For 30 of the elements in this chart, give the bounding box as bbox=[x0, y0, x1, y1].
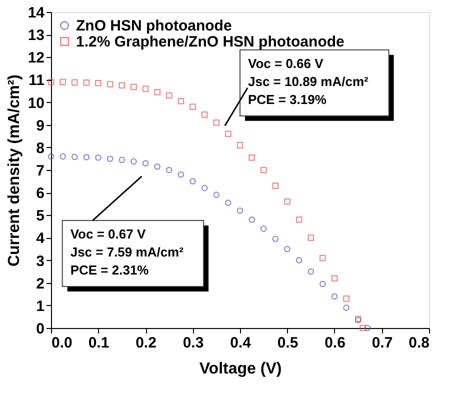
y-tick-label: 7 bbox=[36, 162, 44, 180]
y-tick-label: 11 bbox=[28, 72, 44, 90]
y-tick-label: 2 bbox=[36, 275, 44, 292]
y-tick-label: 0 bbox=[36, 320, 44, 338]
annotation: Voc = 0.67 V Jsc = 7.59 mA/cm² PCE = 2.31% bbox=[70, 226, 184, 278]
y-tick-label: 4 bbox=[36, 230, 46, 248]
y-tick-label: 14 bbox=[28, 4, 46, 22]
y-tick-label: 12 bbox=[28, 50, 44, 67]
x-tick-label: 0.4 bbox=[230, 334, 252, 352]
legend-label: ZnO HSN photoanode bbox=[76, 18, 232, 34]
y-tick-label: 9 bbox=[36, 117, 44, 134]
x-tick-label: 0.1 bbox=[88, 334, 110, 352]
x-tick-label: 0.8 bbox=[408, 334, 430, 352]
x-tick-label: 0.5 bbox=[277, 334, 298, 352]
y-axis-title: Current density (mA/cm²) bbox=[6, 74, 23, 267]
y-tick-label: 13 bbox=[28, 27, 44, 44]
x-tick-label: 0.2 bbox=[136, 334, 156, 352]
x-tick-label: 0.6 bbox=[324, 334, 346, 352]
y-tick-label: 10 bbox=[28, 94, 44, 112]
y-tick-label: 1 bbox=[36, 298, 44, 315]
x-tick-label: 0.7 bbox=[372, 334, 393, 352]
x-axis-title: Voltage (V) bbox=[199, 360, 282, 378]
x-tick-label: 0.3 bbox=[182, 334, 204, 352]
y-tick-label: 8 bbox=[36, 140, 44, 157]
legend-label: 1.2% Graphene/ZnO HSN photoanode bbox=[76, 34, 344, 50]
x-tick-label: 0.0 bbox=[52, 334, 72, 352]
annotation: Voc = 0.66 V Jsc = 10.89 mA/cm² PCE = 3.19% bbox=[248, 56, 369, 107]
y-tick-label: 3 bbox=[36, 252, 44, 270]
y-tick-label: 6 bbox=[36, 185, 44, 202]
y-tick-label: 5 bbox=[36, 208, 44, 225]
